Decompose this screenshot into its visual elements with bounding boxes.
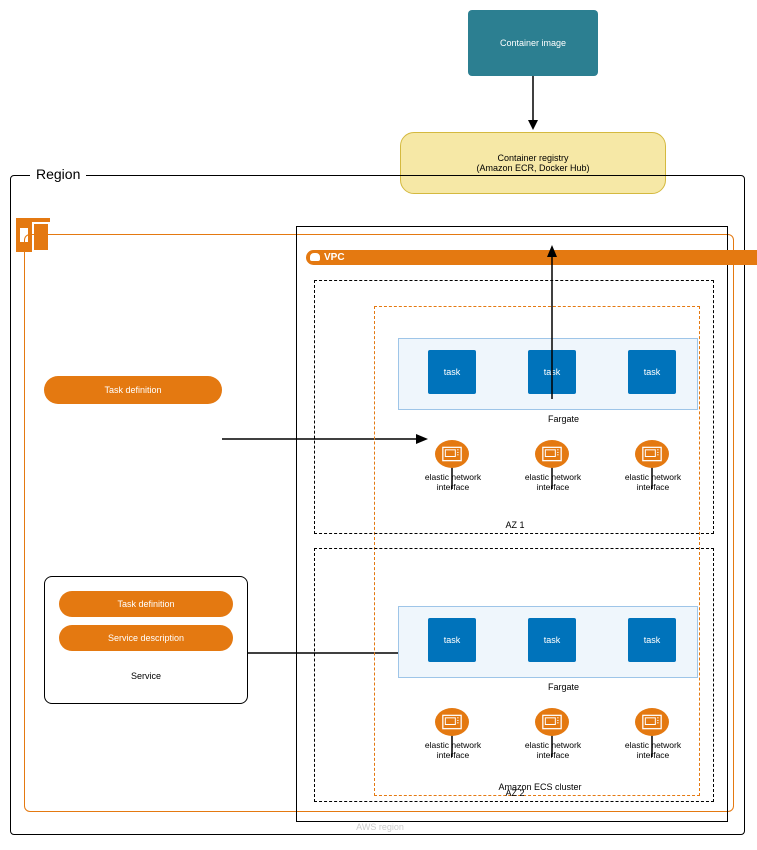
service-desc-label: Service description bbox=[108, 633, 184, 643]
aws-region-label: AWS region bbox=[300, 822, 460, 832]
az1-eni-icon-0 bbox=[435, 440, 469, 468]
region-title: Region bbox=[30, 166, 86, 182]
registry-line1: Container registry bbox=[497, 153, 568, 163]
vpc-badge: VPC bbox=[306, 250, 757, 265]
az2-fargate-label: Fargate bbox=[548, 682, 579, 692]
task-definition-pill: Task definition bbox=[44, 376, 222, 404]
az1-eni-icon-1 bbox=[535, 440, 569, 468]
az1-eni-icon-2 bbox=[635, 440, 669, 468]
az1-eni-label-2: elastic network interface bbox=[616, 472, 690, 492]
task-definition-label: Task definition bbox=[104, 385, 161, 395]
az2-eni-icon-1 bbox=[535, 708, 569, 736]
service-task-def: Task definition bbox=[59, 591, 233, 617]
service-box: Task definition Service description Serv… bbox=[44, 576, 248, 704]
az2-eni-label-2: elastic network interface bbox=[616, 740, 690, 760]
az1-eni-label-1: elastic network interface bbox=[516, 472, 590, 492]
container-image-label: Container image bbox=[500, 38, 566, 48]
az1-label: AZ 1 bbox=[460, 520, 570, 530]
registry-line2: (Amazon ECR, Docker Hub) bbox=[476, 163, 589, 173]
az2-label: AZ 2 bbox=[460, 788, 570, 798]
az1-task-0: task bbox=[428, 350, 476, 394]
service-title: Service bbox=[45, 671, 247, 681]
container-image-box: Container image bbox=[468, 10, 598, 76]
service-desc: Service description bbox=[59, 625, 233, 651]
az1-fargate-label: Fargate bbox=[548, 414, 579, 424]
az1-task-2: task bbox=[628, 350, 676, 394]
az2-eni-label-0: elastic network interface bbox=[416, 740, 490, 760]
az2-eni-label-1: elastic network interface bbox=[516, 740, 590, 760]
az2-task-0: task bbox=[428, 618, 476, 662]
az2-task-2: task bbox=[628, 618, 676, 662]
az2-task-1: task bbox=[528, 618, 576, 662]
az2-eni-icon-2 bbox=[635, 708, 669, 736]
service-task-def-label: Task definition bbox=[117, 599, 174, 609]
az2-eni-icon-0 bbox=[435, 708, 469, 736]
az1-eni-label-0: elastic network interface bbox=[416, 472, 490, 492]
